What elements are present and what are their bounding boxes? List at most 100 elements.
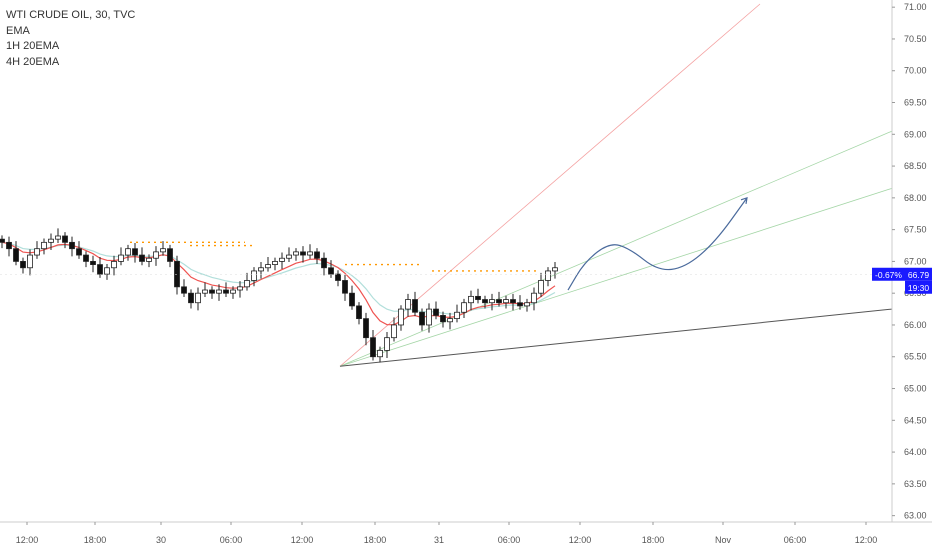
- candle-body: [216, 289, 222, 294]
- indicator-ema-label[interactable]: EMA: [6, 24, 30, 37]
- candle-body: [517, 302, 523, 307]
- candle-body: [328, 267, 334, 275]
- price-tick-label: 69.50: [904, 98, 927, 108]
- price-text: 66.79: [908, 270, 930, 280]
- candle-body: [230, 289, 236, 294]
- price-tick-label: 63.00: [904, 511, 927, 521]
- candle-body: [34, 248, 40, 256]
- candle-body: [27, 254, 33, 269]
- candle-body: [55, 235, 61, 240]
- price-tick-label: 65.50: [904, 352, 927, 362]
- candle-body: [174, 261, 180, 288]
- support-trendline: [339, 308, 893, 367]
- candle-body: [125, 248, 131, 256]
- ema-line: [1, 241, 556, 326]
- candle-body: [20, 261, 26, 269]
- candle-body: [440, 315, 446, 323]
- candle-body: [293, 251, 299, 256]
- candle-body: [6, 241, 12, 250]
- time-tick-label: 12:00: [16, 535, 39, 545]
- candle-body: [475, 295, 481, 300]
- candle-body: [377, 349, 383, 358]
- candle-body: [279, 257, 285, 262]
- ema-1h-line: [1, 241, 556, 315]
- candle-body: [384, 337, 390, 351]
- candle-body: [48, 238, 54, 243]
- candle-body: [356, 305, 362, 320]
- price-tick-label: 65.00: [904, 384, 927, 394]
- time-tick-label: 06:00: [784, 535, 807, 545]
- candle-body: [90, 261, 96, 265]
- candle-body: [265, 264, 271, 269]
- price-tick-label: 64.00: [904, 447, 927, 457]
- price-tick-label: 63.50: [904, 479, 927, 489]
- time-axis[interactable]: 12:00 18:00 30 06:00 12:00 18:00 31 06:00 12:00 1…: [0, 521, 932, 545]
- candle-body: [370, 337, 376, 358]
- candle-body: [202, 289, 208, 294]
- candle-body: [69, 241, 75, 250]
- candle-body: [300, 251, 306, 256]
- time-tick-label: 06:00: [498, 535, 521, 545]
- candle-body: [342, 280, 348, 294]
- candle-body: [538, 280, 544, 294]
- candle-body: [552, 267, 558, 272]
- indicator-1h-ema-label[interactable]: 1H 20EMA: [6, 40, 60, 52]
- candle-body: [468, 295, 474, 304]
- candle-body: [139, 254, 145, 262]
- price-axis[interactable]: 71.00 70.50 70.00 69.50 69.00 68.50 68.00 67.50…: [891, 0, 927, 522]
- time-tick-label: 31: [434, 535, 444, 545]
- price-tick-label: 68.00: [904, 193, 927, 203]
- candle-body: [62, 235, 68, 243]
- candle-body: [286, 254, 292, 259]
- candle-body: [531, 292, 537, 304]
- candle-body: [111, 261, 117, 269]
- candle-body: [510, 299, 516, 304]
- time-tick-label: 12:00: [569, 535, 592, 545]
- candle-body: [76, 248, 82, 256]
- candle-body: [188, 292, 194, 304]
- time-tick-label: 18:00: [642, 535, 665, 545]
- candle-body: [391, 324, 397, 339]
- countdown-badge: [905, 280, 932, 294]
- price-tick-label: 67.50: [904, 225, 927, 235]
- candle-body: [160, 248, 166, 253]
- time-tick-label: Nov: [715, 535, 732, 545]
- candle-body: [146, 257, 152, 262]
- time-tick-label: 30: [156, 535, 166, 545]
- candle-body: [237, 286, 243, 291]
- candle-body: [405, 299, 411, 310]
- candle-body: [181, 286, 187, 294]
- projection-curve: [567, 197, 748, 291]
- candle-body: [0, 238, 5, 243]
- candle-body: [454, 311, 460, 320]
- candle-body: [447, 318, 453, 323]
- candle-body: [419, 311, 425, 326]
- candle-body: [461, 302, 467, 313]
- candle-body: [433, 308, 439, 316]
- candle-body: [258, 267, 264, 272]
- candle-body: [41, 241, 47, 250]
- time-tick-label: 06:00: [220, 535, 243, 545]
- symbol-title[interactable]: WTI CRUDE OIL, 30, TVC: [6, 9, 136, 21]
- price-tick-label: 69.00: [904, 129, 927, 139]
- last-price-box: -0.67% 66.79 19:30: [0, 267, 932, 294]
- candle-body: [335, 273, 341, 281]
- candle-body: [496, 299, 502, 304]
- candle-body: [426, 308, 432, 326]
- candle-body: [307, 251, 313, 256]
- price-tick-label: 70.00: [904, 66, 927, 76]
- indicator-4h-ema-label[interactable]: 4H 20EMA: [6, 55, 60, 68]
- candle-body: [13, 248, 19, 262]
- candle-body: [524, 302, 530, 307]
- chart-legend: WTI CRUDE OIL, 30, TVC EMA 1H 20EMA 4H 2…: [6, 8, 135, 70]
- time-tick-label: 18:00: [364, 535, 387, 545]
- fan-line-low: [339, 187, 893, 367]
- price-tick-label: 66.00: [904, 320, 927, 330]
- change-text: -0.67%: [875, 270, 902, 280]
- candle-body: [209, 289, 215, 294]
- candle-body: [244, 280, 250, 288]
- candle-body: [503, 299, 509, 304]
- candles-layer: [0, 228, 558, 363]
- price-tick-label: 71.00: [904, 2, 927, 12]
